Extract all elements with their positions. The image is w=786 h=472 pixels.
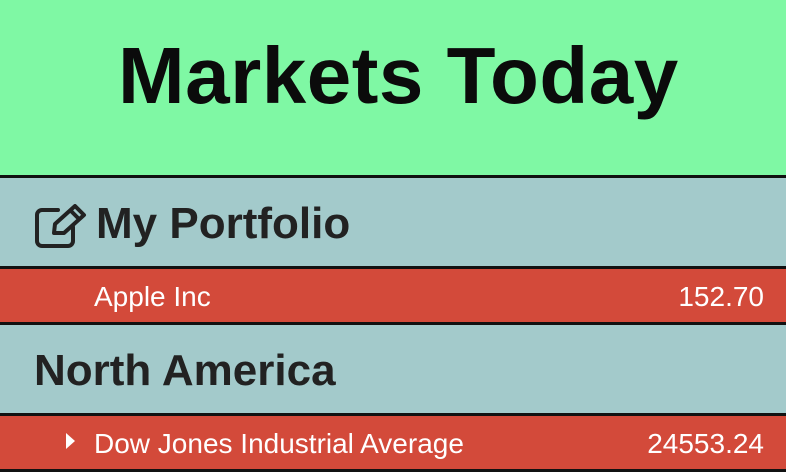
app-header: Markets Today	[0, 0, 786, 178]
list-item[interactable]: Apple Inc 152.70	[0, 269, 786, 325]
index-name: Dow Jones Industrial Average	[94, 428, 464, 459]
edit-icon[interactable]	[32, 204, 88, 248]
index-value: 24553.24	[647, 428, 764, 459]
list-item[interactable]: Dow Jones Industrial Average 24553.24	[0, 416, 786, 472]
portfolio-section-header[interactable]: My Portfolio	[0, 178, 786, 269]
caret-right-icon[interactable]	[66, 433, 75, 449]
north-america-section-header[interactable]: North America	[0, 325, 786, 416]
stock-name: Apple Inc	[94, 281, 211, 312]
stock-value: 152.70	[678, 281, 764, 312]
portfolio-title: My Portfolio	[96, 199, 351, 248]
north-america-title: North America	[34, 346, 336, 395]
page-title: Markets Today	[118, 31, 679, 120]
